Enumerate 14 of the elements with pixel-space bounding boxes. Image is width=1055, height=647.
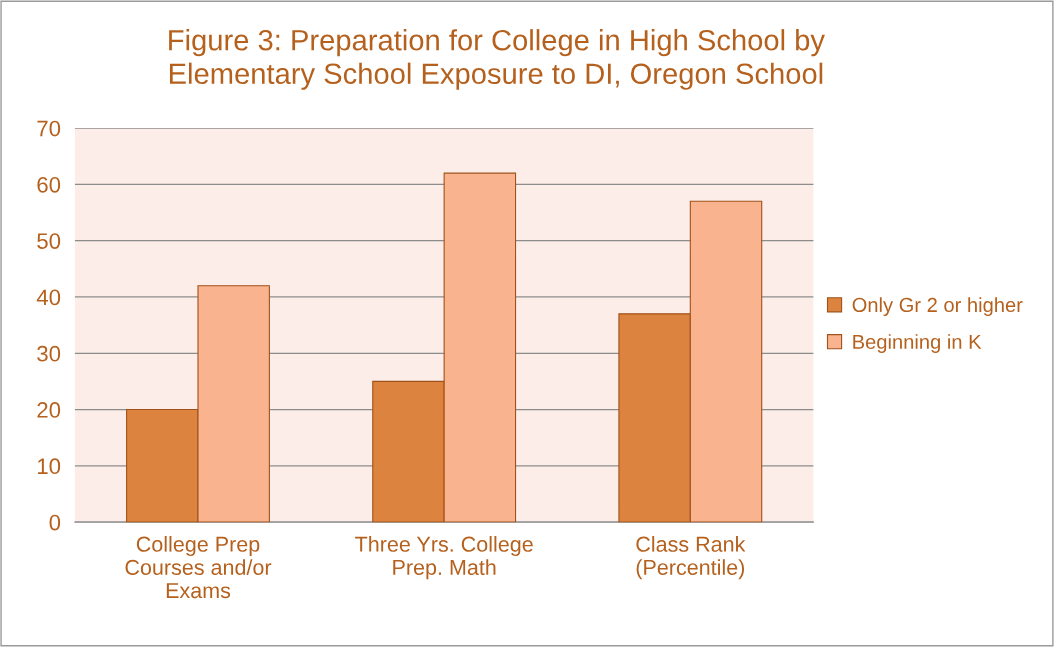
x-tick-label: Class Rank (Percentile) [636,536,746,580]
legend-label: Beginning in K [853,334,982,353]
x-tick-label: Three Yrs. College Prep. Math [355,536,533,580]
y-tick-label: 20 [37,402,61,418]
y-tick-label: 50 [37,233,61,249]
legend-label: Only Gr 2 or higher [852,297,1023,317]
y-tick-label: 30 [37,345,61,362]
y-tick-label: 0 [49,514,61,531]
y-tick-label: 10 [38,458,61,475]
y-tick-label: 40 [36,289,61,306]
x-tick-label: College Prep Courses and/or Exams [125,536,272,599]
chart-title: Figure 3: Preparation for College in High School by Elementary School Exposure to DI, Oregon School [169,29,825,90]
y-tick-label: 60 [37,176,61,193]
y-tick-label: 70 [37,120,61,137]
